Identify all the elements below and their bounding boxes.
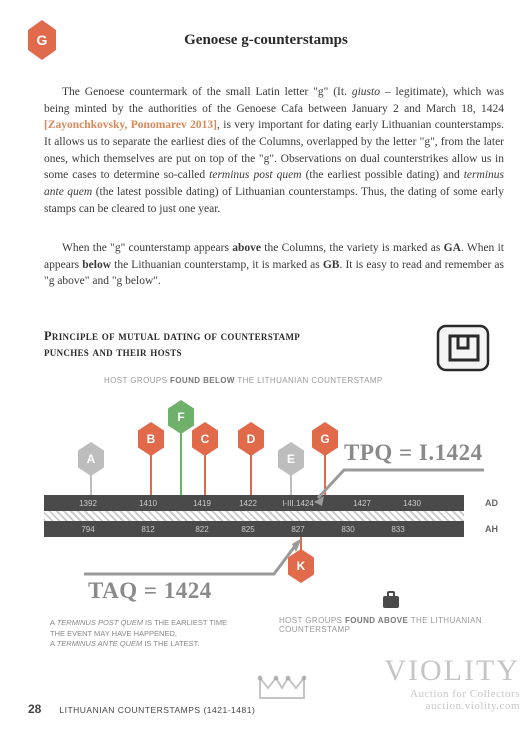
- tpq-label: TPQ = I.1424: [344, 440, 483, 466]
- marker-e: E: [278, 442, 304, 481]
- ad-year: 1422: [239, 499, 257, 508]
- footnote-text: A TERMINUS POST QUEM IS THE EARLIEST TIM…: [50, 618, 227, 650]
- ah-timeline: 794 812 822 825 827 830 833: [44, 521, 464, 537]
- marker-b: B: [138, 422, 164, 461]
- marker-c: C: [192, 422, 218, 461]
- ad-year: 1419: [193, 499, 211, 508]
- timeline-diagram: HOST GROUPS FOUND BELOW THE LITHUANIAN C…: [44, 370, 506, 640]
- page-footer: 28 LITHUANIAN COUNTERSTAMPS (1421-1481): [28, 702, 255, 716]
- hatched-divider: [44, 511, 464, 521]
- ah-year: 794: [81, 525, 94, 534]
- watermark-sub2: auction.violity.com: [384, 700, 520, 712]
- ah-year: 830: [341, 525, 354, 534]
- citation-link: [Zayonchkovsky, Ponomarev 2013]: [44, 119, 217, 131]
- page-number: 28: [28, 702, 41, 716]
- paragraph-2: When the "g" counterstamp appears above …: [44, 240, 504, 290]
- marker-d: D: [238, 422, 264, 461]
- ah-year: 812: [141, 525, 154, 534]
- ah-year: 827: [291, 525, 304, 534]
- bag-icon: [380, 588, 402, 615]
- marker-a: A: [78, 442, 104, 481]
- section-heading: Principle of mutual dating of countersta…: [44, 328, 300, 361]
- ad-year: 1392: [79, 499, 97, 508]
- host-above-label: HOST GROUPS FOUND ABOVE THE LITHUANIAN C…: [279, 616, 506, 634]
- host-below-label: HOST GROUPS FOUND BELOW THE LITHUANIAN C…: [104, 376, 383, 385]
- watermark: VIOLITY Auction for Collectors auction.v…: [384, 654, 520, 712]
- ad-year: I-III.1424: [282, 499, 314, 508]
- ah-year: 825: [241, 525, 254, 534]
- marker-f: F: [168, 400, 194, 439]
- page-title: Genoese g-counterstamps: [0, 32, 532, 49]
- marker-g: G: [312, 422, 338, 461]
- taq-label: TAQ = 1424: [88, 578, 212, 604]
- ah-year: 822: [195, 525, 208, 534]
- ad-year: 1410: [139, 499, 157, 508]
- ah-year: 833: [391, 525, 404, 534]
- watermark-sub1: Auction for Collectors: [384, 688, 520, 700]
- watermark-title: VIOLITY: [384, 654, 520, 688]
- ah-label: AH: [485, 524, 498, 534]
- paragraph-1: The Genoese countermark of the small Lat…: [44, 84, 504, 217]
- footer-title: LITHUANIAN COUNTERSTAMPS (1421-1481): [59, 705, 255, 715]
